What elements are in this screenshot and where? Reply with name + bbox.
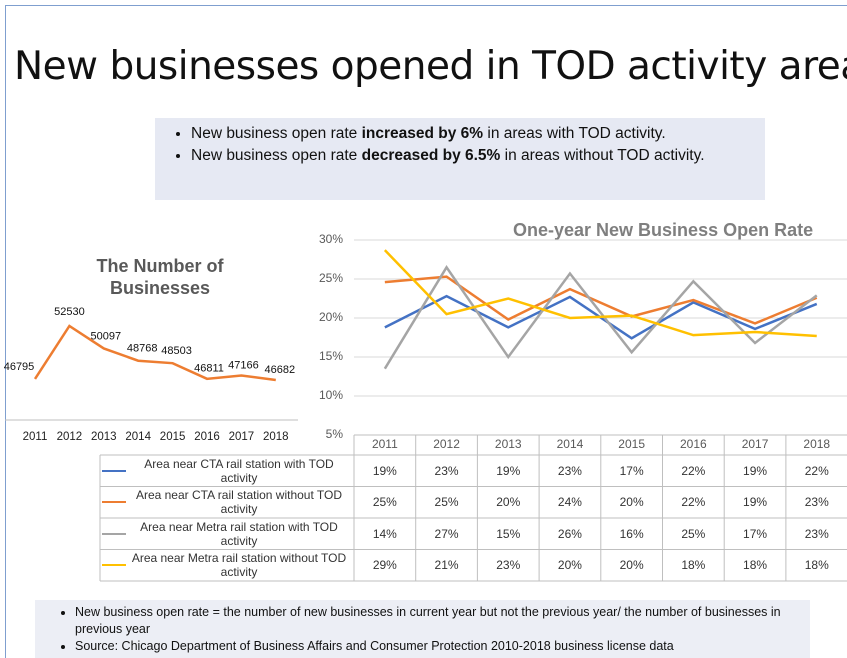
legend-entry: Area near CTA rail station with TOD acti…	[100, 455, 354, 487]
data-label: 48768	[127, 343, 158, 355]
x-tick-label: 2013	[91, 431, 117, 443]
data-label: 46682	[265, 364, 296, 376]
table-cell: 18%	[681, 558, 706, 573]
x-tick-label: 2012	[433, 437, 460, 451]
table-cell: 23%	[434, 463, 459, 478]
table-cell: 20%	[496, 495, 521, 510]
legend-label: Area near Metra rail station with TOD ac…	[140, 519, 338, 548]
x-tick-label: 2011	[372, 437, 398, 451]
table-cell: 22%	[804, 463, 829, 478]
bullet-bold: increased by 6%	[361, 125, 484, 142]
table-cell: 16%	[619, 526, 644, 541]
table-cell: 19%	[372, 463, 397, 478]
data-label: 50097	[91, 330, 122, 342]
legend-entry: Area near CTA rail station without TOD a…	[100, 487, 354, 519]
x-tick-label: 2013	[495, 437, 522, 451]
table-cell: 19%	[743, 463, 768, 478]
table-cell: 25%	[434, 495, 459, 510]
y-tick-label: 5%	[326, 427, 344, 441]
bullet: New business open rate decreased by 6.5%…	[191, 146, 755, 166]
data-label: 48503	[161, 345, 192, 357]
bullet-text: New business open rate	[191, 147, 362, 164]
table-cell: 17%	[743, 526, 768, 541]
table-cell: 25%	[681, 526, 706, 541]
x-tick-label: 2016	[194, 431, 220, 443]
table-cell: 27%	[434, 526, 459, 541]
table-cell: 25%	[372, 495, 397, 510]
x-tick-label: 2018	[803, 437, 830, 451]
table-cell: 23%	[804, 526, 829, 541]
x-tick-label: 2015	[618, 437, 645, 451]
slide-title: New businesses opened in TOD activity ar…	[14, 44, 847, 89]
slide-frame	[5, 5, 847, 658]
x-tick-label: 2018	[263, 431, 289, 443]
table-cell: 23%	[557, 463, 582, 478]
y-tick-label: 10%	[319, 388, 343, 402]
table-cell: 19%	[743, 495, 768, 510]
table-cell: 14%	[372, 526, 397, 541]
chart-title-line: The Number of	[96, 256, 224, 276]
table-cell: 18%	[804, 558, 829, 573]
footnote: New business open rate = the number of n…	[75, 604, 804, 638]
table-cell: 22%	[681, 495, 706, 510]
data-label: 47166	[228, 359, 259, 371]
data-label: 52530	[54, 306, 85, 318]
x-tick-label: 2015	[160, 431, 186, 443]
footnote-box: New business open rate = the number of n…	[35, 600, 810, 658]
table-cell: 29%	[372, 558, 397, 573]
x-tick-label: 2012	[57, 431, 83, 443]
y-tick-label: 25%	[319, 271, 343, 285]
x-tick-label: 2017	[229, 431, 255, 443]
chart-title-line: Businesses	[110, 278, 210, 298]
table-cell: 23%	[804, 495, 829, 510]
x-tick-label: 2011	[23, 431, 48, 443]
table-cell: 22%	[681, 463, 706, 478]
table-cell: 15%	[496, 526, 521, 541]
legend-swatch	[102, 532, 126, 535]
table-cell: 17%	[619, 463, 644, 478]
legend-swatch	[102, 469, 126, 472]
y-tick-label: 15%	[319, 349, 343, 363]
legend-entry: Area near Metra rail station without TOD…	[100, 550, 354, 582]
bullet-text: in areas with TOD activity.	[483, 125, 666, 142]
table-cell: 26%	[557, 526, 582, 541]
bullet-list: New business open rate increased by 6% i…	[155, 124, 755, 166]
bullet-bold: decreased by 6.5%	[361, 147, 501, 164]
x-tick-label: 2014	[557, 437, 584, 451]
legend-swatch	[102, 501, 126, 504]
table-cell: 18%	[743, 558, 768, 573]
footnote-list: New business open rate = the number of n…	[35, 604, 804, 655]
bullet-box: New business open rate increased by 6% i…	[155, 118, 765, 200]
x-tick-label: 2014	[125, 431, 151, 443]
table-cell: 23%	[496, 558, 521, 573]
y-tick-label: 30%	[319, 232, 343, 246]
bullet-text: New business open rate	[191, 125, 362, 142]
legend-label: Area near Metra rail station without TOD…	[131, 551, 347, 580]
legend-swatch	[102, 564, 126, 567]
table-cell: 20%	[557, 558, 582, 573]
legend-label: Area near CTA rail station with TOD acti…	[144, 456, 334, 485]
line	[383, 249, 817, 338]
y-tick-label: 20%	[319, 310, 343, 324]
bullet-text: in areas without TOD activity.	[500, 147, 705, 164]
table-cell: 24%	[557, 495, 582, 510]
bullet: New business open rate increased by 6% i…	[191, 124, 755, 144]
line	[33, 324, 276, 382]
data-label: 46795	[4, 361, 35, 373]
chart-title: One-year New Business Open Rate	[513, 220, 813, 240]
footnote: Source: Chicago Department of Business A…	[75, 638, 804, 655]
table-cell: 20%	[619, 558, 644, 573]
table-cell: 21%	[434, 558, 459, 573]
data-label: 46811	[194, 363, 224, 375]
legend-label: Area near CTA rail station without TOD a…	[135, 488, 343, 517]
x-tick-label: 2016	[680, 437, 707, 451]
table-cell: 19%	[496, 463, 521, 478]
x-tick-label: 2017	[742, 437, 769, 451]
table-cell: 20%	[619, 495, 644, 510]
legend-entry: Area near Metra rail station with TOD ac…	[100, 518, 354, 550]
chart-title: The Number of Businesses	[96, 256, 224, 298]
